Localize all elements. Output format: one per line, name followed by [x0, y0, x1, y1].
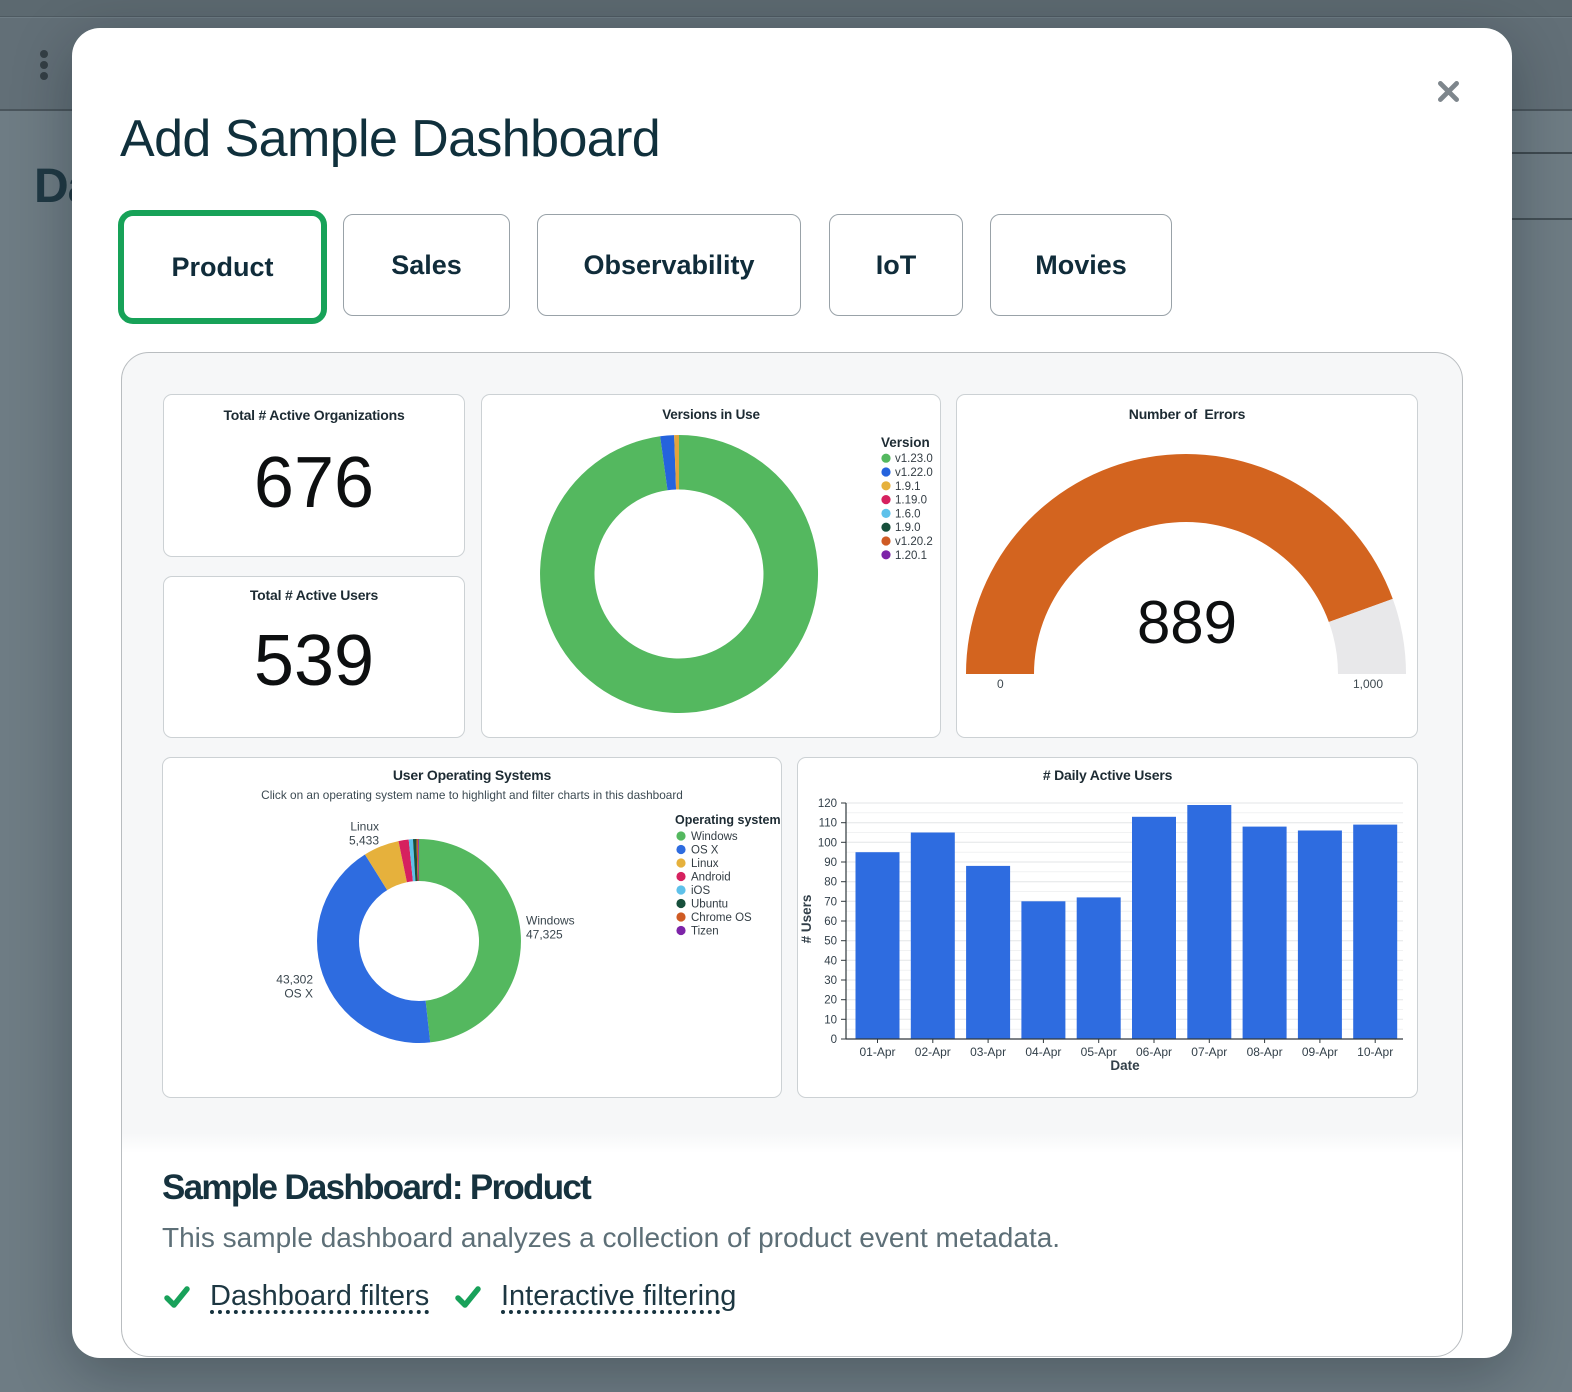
svg-text:Date: Date: [1110, 1058, 1140, 1073]
svg-text:80: 80: [824, 877, 837, 889]
svg-text:5,433: 5,433: [349, 834, 379, 848]
svg-text:1,000: 1,000: [1353, 677, 1383, 691]
svg-text:10-Apr: 10-Apr: [1357, 1045, 1393, 1059]
svg-text:# Users: # Users: [799, 895, 814, 944]
svg-text:07-Apr: 07-Apr: [1191, 1045, 1227, 1059]
svg-text:60: 60: [824, 916, 837, 928]
svg-text:30: 30: [824, 975, 837, 987]
svg-text:OS X: OS X: [284, 987, 313, 1001]
svg-text:02-Apr: 02-Apr: [915, 1045, 951, 1059]
svg-text:1.20.1: 1.20.1: [895, 550, 927, 562]
svg-text:10: 10: [824, 1014, 837, 1026]
svg-text:Windows: Windows: [691, 831, 738, 843]
svg-text:03-Apr: 03-Apr: [970, 1045, 1006, 1059]
svg-text:90: 90: [824, 857, 837, 869]
svg-text:110: 110: [819, 818, 837, 830]
svg-text:43,302: 43,302: [276, 973, 313, 987]
svg-text:01-Apr: 01-Apr: [859, 1045, 895, 1059]
svg-text:Linux: Linux: [350, 820, 379, 834]
svg-text:70: 70: [824, 896, 837, 908]
svg-text:0: 0: [831, 1034, 837, 1046]
svg-text:0: 0: [997, 677, 1004, 691]
svg-text:06-Apr: 06-Apr: [1136, 1045, 1172, 1059]
svg-text:47,325: 47,325: [526, 928, 563, 942]
svg-text:iOS: iOS: [691, 885, 711, 897]
svg-text:40: 40: [824, 955, 837, 967]
svg-text:08-Apr: 08-Apr: [1247, 1045, 1283, 1059]
svg-text:1.9.0: 1.9.0: [895, 522, 921, 534]
svg-text:1.6.0: 1.6.0: [895, 508, 921, 520]
svg-text:100: 100: [818, 837, 837, 849]
svg-text:v1.20.2: v1.20.2: [895, 536, 933, 548]
svg-text:120: 120: [818, 798, 837, 810]
svg-text:v1.23.0: v1.23.0: [895, 453, 933, 465]
svg-text:50: 50: [824, 936, 837, 948]
svg-text:Linux: Linux: [691, 858, 719, 870]
svg-text:Operating system: Operating system: [675, 813, 781, 827]
svg-text:09-Apr: 09-Apr: [1302, 1045, 1338, 1059]
svg-text:Ubuntu: Ubuntu: [691, 899, 728, 911]
svg-text:Tizen: Tizen: [691, 926, 719, 938]
svg-text:05-Apr: 05-Apr: [1081, 1045, 1117, 1059]
svg-text:Windows: Windows: [526, 914, 575, 928]
svg-text:04-Apr: 04-Apr: [1025, 1045, 1061, 1059]
svg-text:20: 20: [824, 995, 837, 1007]
svg-text:Android: Android: [691, 872, 731, 884]
svg-text:Chrome OS: Chrome OS: [691, 912, 752, 924]
svg-text:1.19.0: 1.19.0: [895, 495, 927, 507]
svg-text:1.9.1: 1.9.1: [895, 481, 921, 493]
svg-text:v1.22.0: v1.22.0: [895, 467, 933, 479]
svg-text:OS X: OS X: [691, 845, 719, 857]
svg-text:Version: Version: [881, 435, 930, 450]
